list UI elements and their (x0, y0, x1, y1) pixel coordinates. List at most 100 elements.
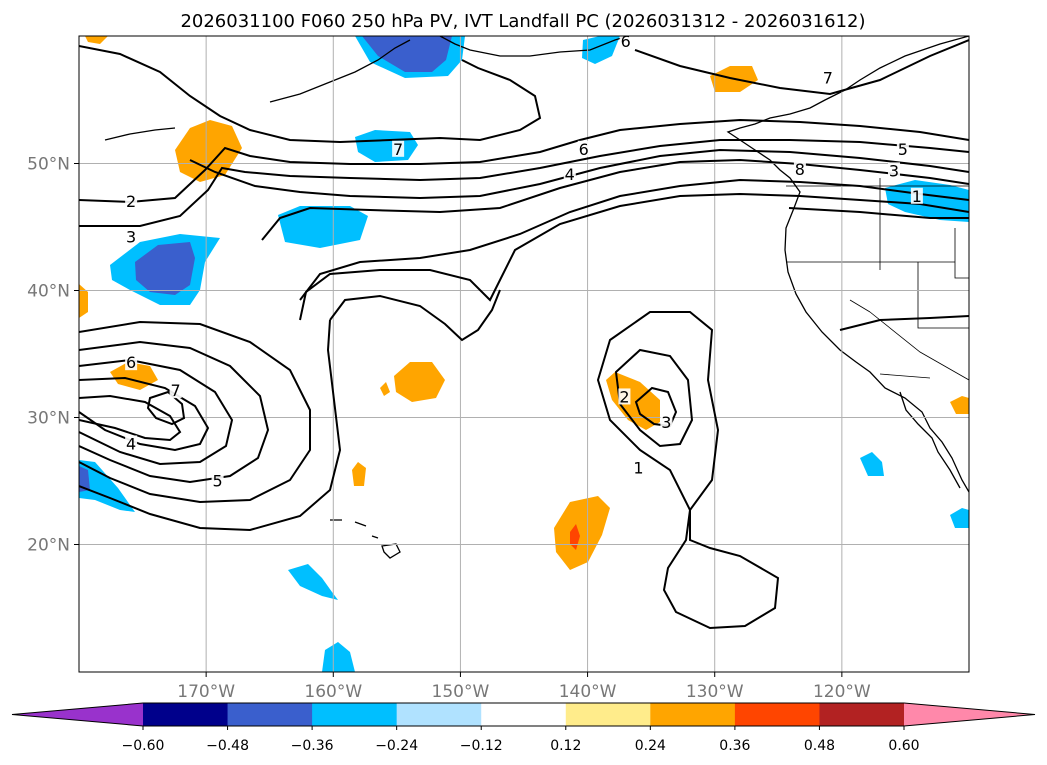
colorbar: −0.60 −0.48 −0.36 −0.24 −0.12 0.12 0.24 0.36 0.4… (11, 702, 1036, 754)
contour-east-7 (634, 39, 969, 96)
hawaii-islands (330, 519, 401, 559)
contour-east-closed-2 (614, 348, 694, 448)
pv-negative-east (885, 180, 969, 222)
contour-label: 6 (579, 140, 589, 159)
contour-label: 5 (212, 471, 222, 490)
contour-label: 1 (633, 459, 643, 478)
pv-negative-west-core (135, 242, 195, 295)
colorbar-segment (143, 703, 229, 726)
colorbar-tick-label: 0.48 (804, 738, 835, 754)
colorbar-tick-label: 0.24 (635, 738, 666, 754)
contour-label-bg (632, 459, 645, 476)
colorbar-tick-label: −0.60 (122, 738, 165, 754)
contour-label: 4 (126, 434, 136, 453)
contour-label: 5 (898, 140, 908, 159)
contour-label: 7 (393, 140, 403, 159)
contour-west-low-2 (79, 340, 270, 484)
contour-label: 3 (126, 227, 136, 246)
contour-east-closed-3 (634, 386, 678, 428)
lat-tick-label: 40°N (27, 282, 70, 302)
ivt-contours (79, 39, 969, 630)
contour-west-low-3 (79, 358, 234, 466)
pv-positive-corner (85, 36, 108, 44)
contour-jet-3 (189, 148, 969, 200)
colorbar-tick-label: 0.36 (719, 738, 750, 754)
pv-negative-southwest-core (79, 466, 90, 492)
pv-positive-northwest (175, 120, 242, 182)
lon-tick-label: 150°W (432, 682, 490, 702)
pv-shading (79, 36, 969, 672)
contour-label: 6 (621, 32, 631, 51)
colorbar-segment (650, 703, 736, 726)
colorbar-extend-high (904, 703, 1035, 726)
north-america-coast (726, 36, 969, 493)
contour-east-closed-1 (596, 311, 780, 630)
contour-label-bg (619, 36, 632, 49)
contour-jet-5 (299, 178, 969, 301)
contour-label: 8 (795, 160, 805, 179)
pv-negative-mexico (950, 508, 969, 528)
lat-tick-label: 20°N (27, 536, 70, 556)
state-borders (786, 178, 969, 381)
colorbar-segment (312, 703, 398, 726)
aleutians (269, 39, 411, 103)
contour-label-bg (169, 382, 182, 399)
pv-negative-mid (278, 206, 368, 248)
contour-west-low-4 (79, 376, 210, 452)
colorbar-tick-label: 0.60 (888, 738, 919, 754)
contour-label-bg (618, 388, 631, 405)
longitude-tick-labels: 170°W 160°W 150°W 140°W 130°W 120°W (177, 672, 871, 702)
lon-tick-label: 160°W (304, 682, 362, 702)
colorbar-tick-label: 0.12 (550, 738, 581, 754)
contour-label: 7 (823, 69, 833, 88)
pv-positive-east (606, 372, 660, 430)
contour-jet-4 (261, 158, 969, 241)
map-frame (78, 35, 970, 673)
figure-title: 2026031100 F060 250 hPa PV, IVT Landfall… (180, 11, 865, 32)
contour-label-bg (910, 187, 923, 204)
lon-tick-label: 130°W (686, 682, 744, 702)
contour-west-low-6 (79, 319, 342, 532)
lon-tick-label: 170°W (177, 682, 235, 702)
contour-southeast-1 (839, 315, 969, 331)
pv-positive-baja (950, 396, 969, 414)
contour-label: 7 (171, 381, 181, 400)
colorbar-segment (565, 703, 651, 726)
contour-jet-1 (79, 118, 969, 204)
pv-positive-tiny-a (380, 382, 390, 396)
pv-negative-hawaii (288, 564, 338, 600)
pv-positive-west-edge (79, 284, 88, 318)
contour-label: 2 (619, 387, 629, 406)
contour-jet-2 (79, 139, 969, 227)
lat-tick-label: 30°N (27, 409, 70, 429)
colorbar-tick-label: −0.48 (206, 738, 249, 754)
colorbar-extend-low (12, 703, 143, 726)
colorbar-tick-label: −0.36 (291, 738, 334, 754)
contour-label-bg (211, 472, 224, 489)
contour-label-bg (577, 140, 590, 157)
pv-positive-south (554, 496, 610, 570)
colorbar-tick-label: −0.24 (375, 738, 418, 754)
contour-label-bg (392, 140, 405, 157)
colorbar-segment (396, 703, 482, 726)
contour-label: 2 (126, 192, 136, 211)
contour-label: 1 (912, 187, 922, 206)
pv-negative-south (322, 642, 355, 672)
contour-label-bg (896, 140, 909, 157)
contour-jet-7 (329, 289, 501, 342)
contour-label-bg (887, 162, 900, 179)
contour-label: 3 (661, 413, 671, 432)
contour-label-bg (821, 69, 834, 86)
lon-tick-label: 120°W (813, 682, 871, 702)
latitude-tick-labels: 50°N 40°N 30°N 20°N (27, 155, 79, 556)
colorbar-segment (227, 703, 313, 726)
aleutian-west (104, 127, 176, 141)
contour-west-low-1 (79, 320, 311, 504)
contour-label: 3 (889, 161, 899, 180)
pv-negative-canada (582, 36, 620, 64)
colorbar-segment (734, 703, 820, 726)
pv-positive-south-core (570, 524, 580, 550)
pv-positive-central (394, 362, 445, 402)
